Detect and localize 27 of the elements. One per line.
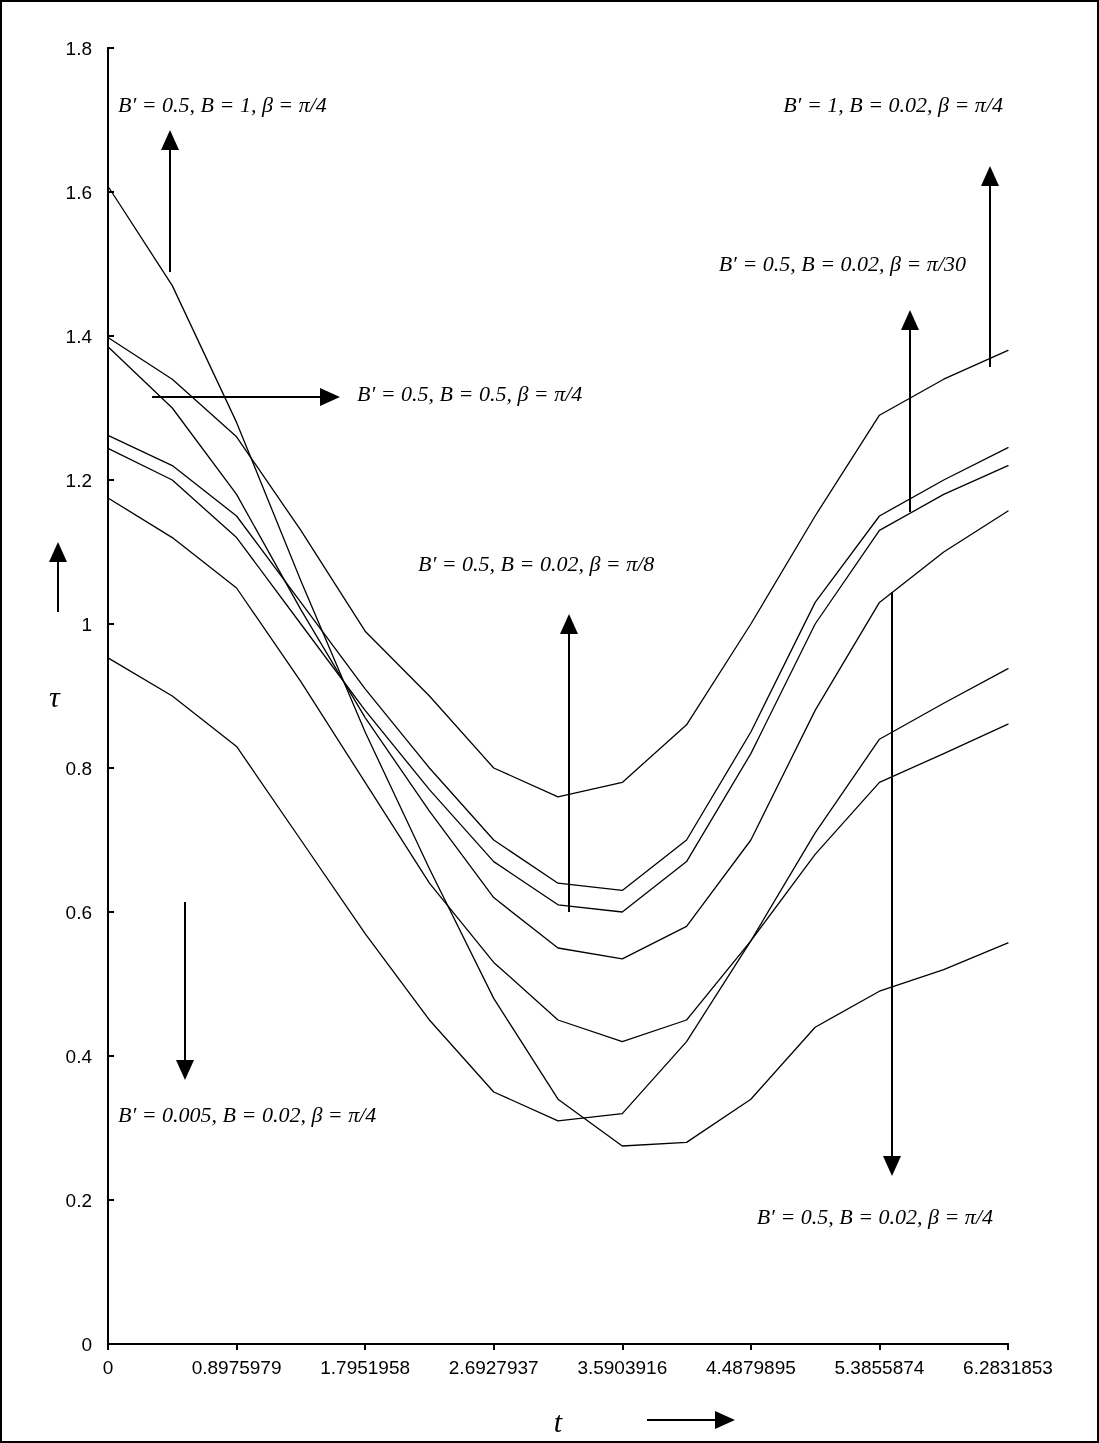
x-tick-label: 5.3855874 <box>834 1357 925 1378</box>
annotation: B′ = 0.005, B = 0.02, β = π/4 <box>118 1101 377 1127</box>
x-axis-title: t <box>553 1404 563 1438</box>
x-tick-label: 2.6927937 <box>448 1357 539 1378</box>
annotation: B′ = 0.5, B = 1, β = π/4 <box>118 91 327 117</box>
y-tick-label: 0.8 <box>65 757 92 779</box>
y-tick-label: 1.2 <box>65 469 92 491</box>
y-tick-label: 0.6 <box>65 901 92 923</box>
annotation: B′ = 0.5, B = 0.5, β = π/4 <box>357 380 583 406</box>
x-tick-label: 0 <box>102 1357 114 1378</box>
y-tick-label: 1 <box>81 613 92 635</box>
y-tick-label: 1.8 <box>65 37 92 59</box>
x-tick-label: 1.7951958 <box>320 1357 411 1378</box>
x-tick-label: 0.8975979 <box>191 1357 282 1378</box>
annotation: B′ = 0.5, B = 0.02, β = π/30 <box>718 250 967 276</box>
annotation: B′ = 0.5, B = 0.02, β = π/8 <box>418 550 655 576</box>
x-tick-label: 4.4879895 <box>705 1357 796 1378</box>
x-tick-label: 6.2831853 <box>963 1357 1053 1378</box>
y-tick-label: 0 <box>81 1333 92 1355</box>
y-tick-label: 0.4 <box>65 1045 93 1067</box>
annotation: B′ = 1, B = 0.02, β = π/4 <box>783 91 1004 117</box>
y-tick-label: 1.6 <box>65 181 92 203</box>
y-axis-title: τ <box>48 679 61 713</box>
y-tick-label: 1.4 <box>65 325 93 347</box>
y-tick-label: 0.2 <box>65 1189 92 1211</box>
x-tick-label: 3.5903916 <box>577 1357 668 1378</box>
annotation: B′ = 0.5, B = 0.02, β = π/4 <box>756 1203 994 1229</box>
